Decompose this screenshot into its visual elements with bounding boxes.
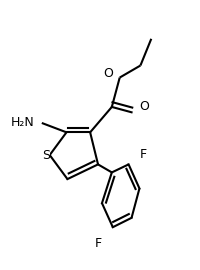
Text: F: F xyxy=(94,237,102,249)
Text: O: O xyxy=(104,67,113,80)
Text: O: O xyxy=(139,100,149,113)
Text: F: F xyxy=(139,148,147,161)
Text: S: S xyxy=(42,148,50,161)
Text: H₂N: H₂N xyxy=(11,116,35,130)
